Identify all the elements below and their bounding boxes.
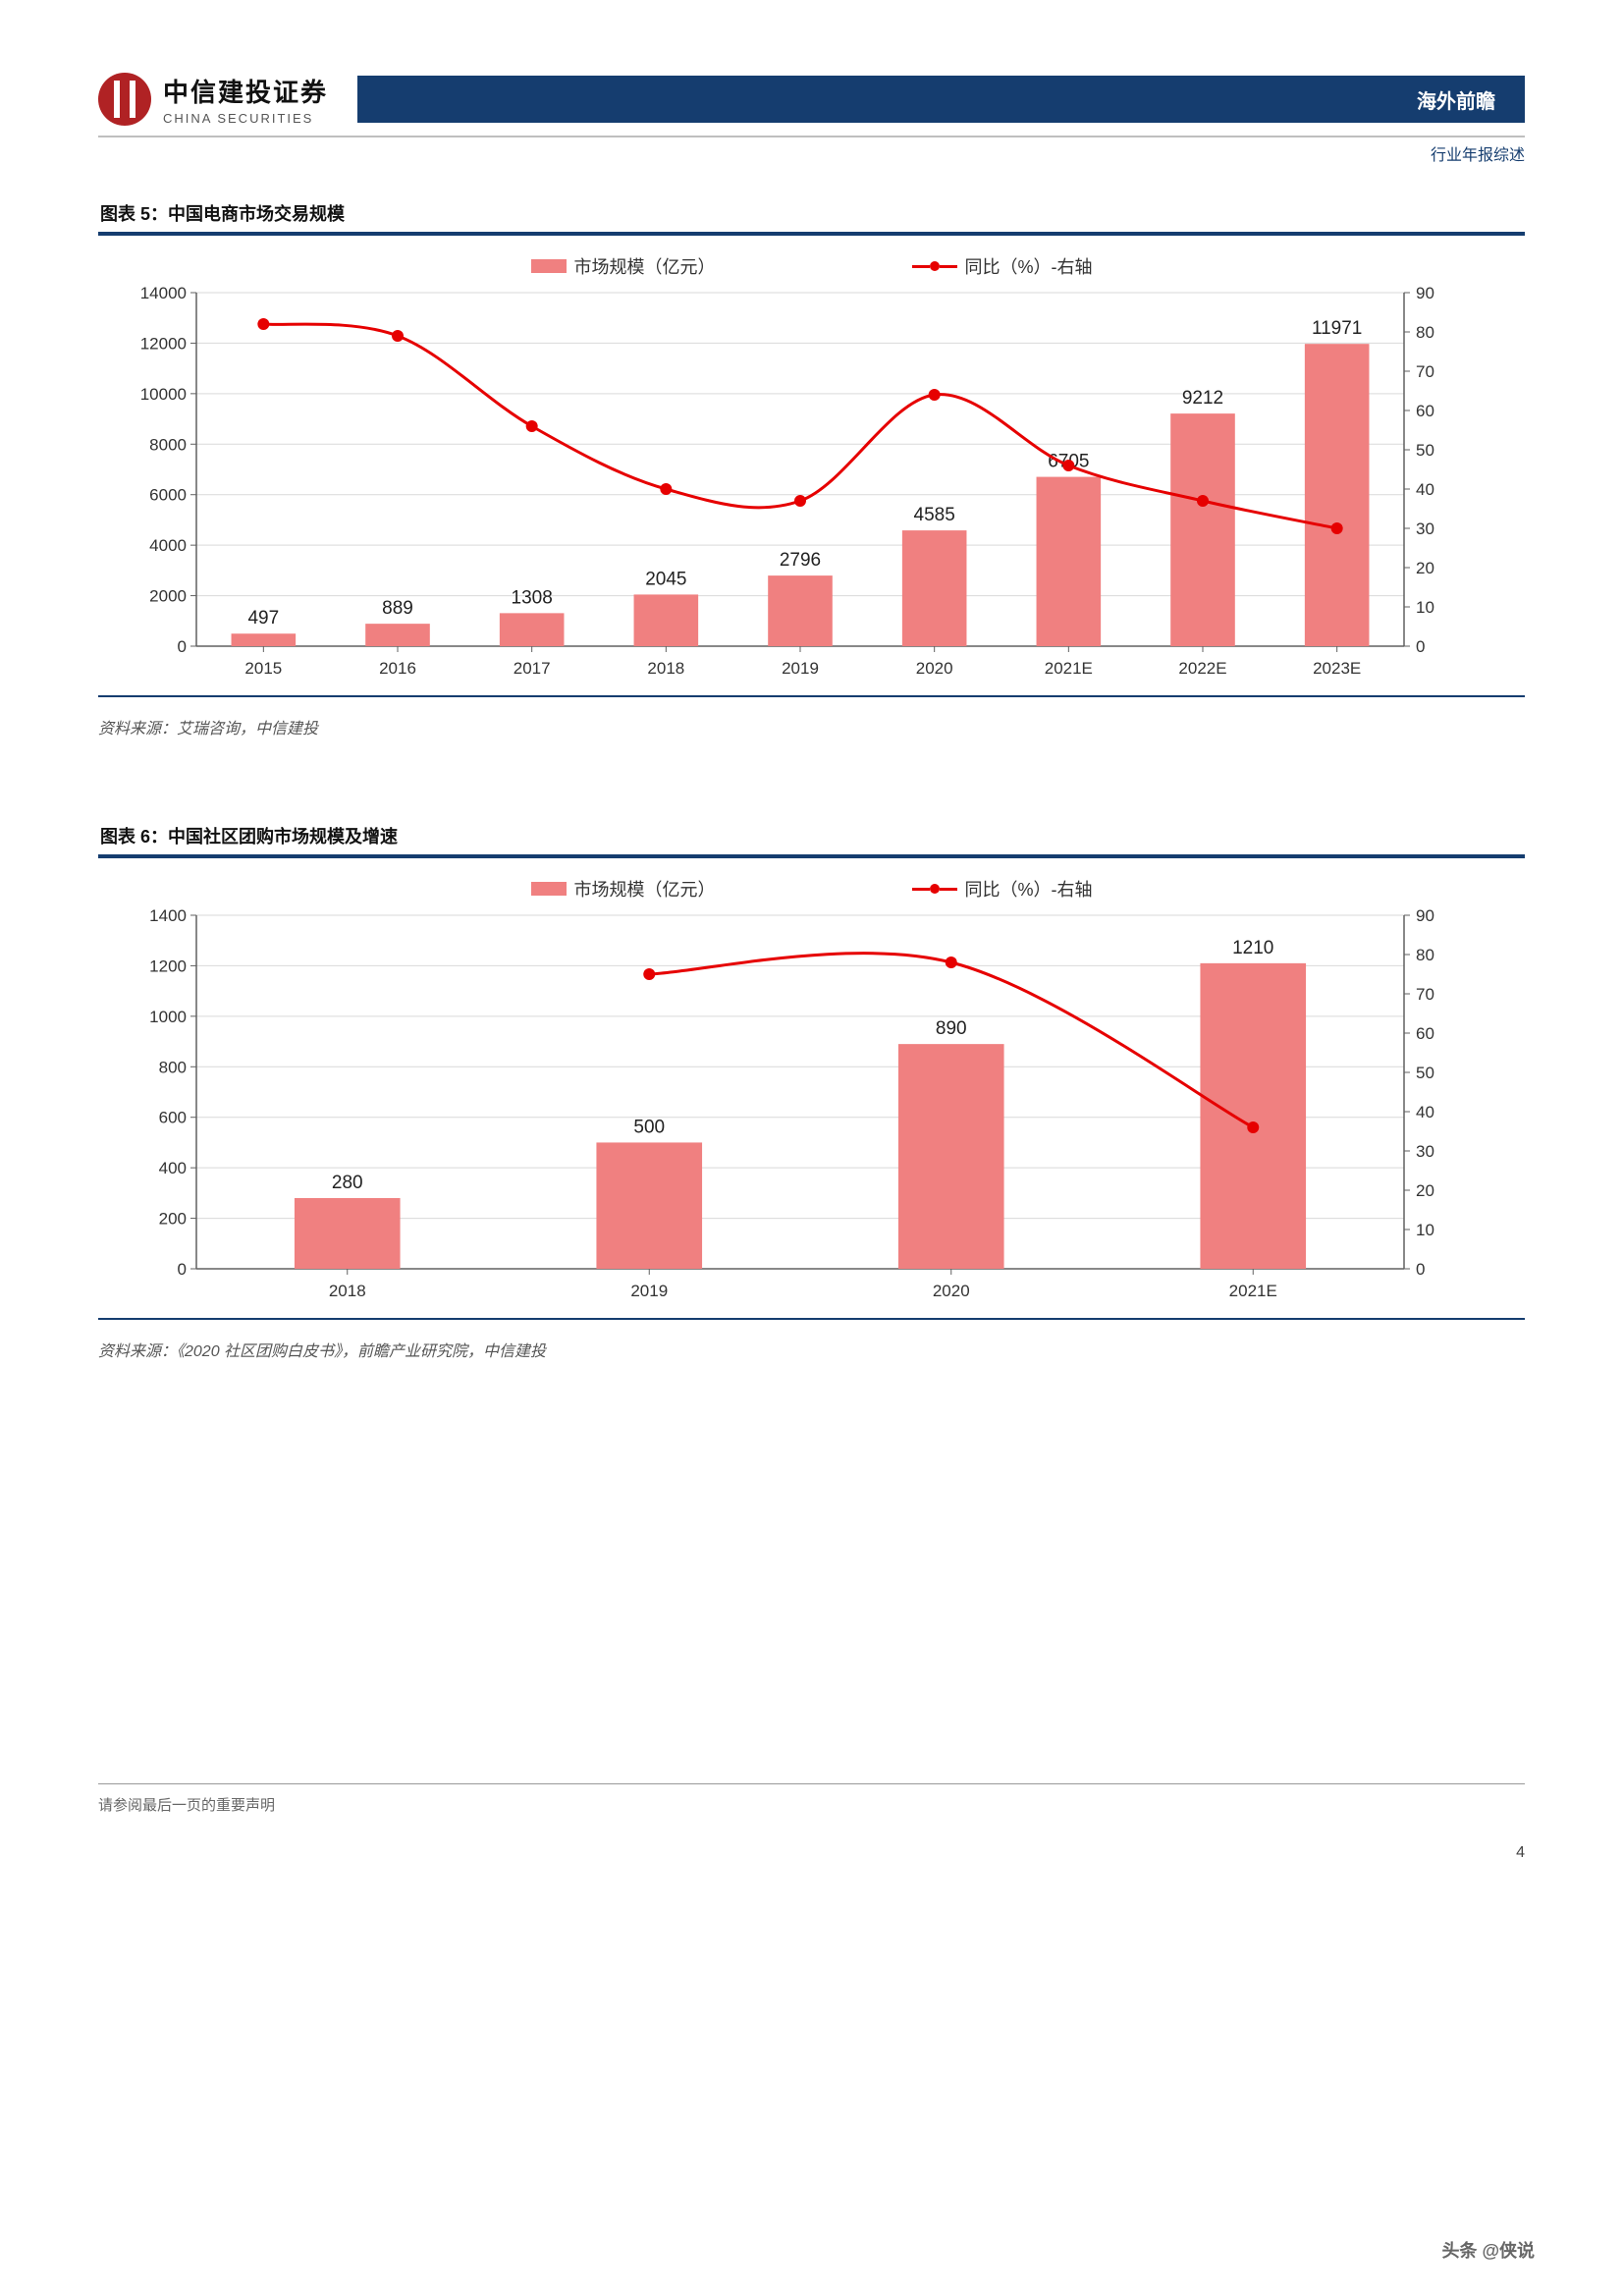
logo-text-cn: 中信建投证券 bbox=[163, 73, 328, 109]
svg-text:0: 0 bbox=[178, 637, 187, 656]
svg-text:2796: 2796 bbox=[780, 550, 821, 571]
report-section-label: 行业年报综述 bbox=[98, 141, 1525, 165]
svg-text:2000: 2000 bbox=[149, 587, 187, 606]
banner-title: 海外前瞻 bbox=[357, 76, 1525, 123]
svg-text:889: 889 bbox=[382, 598, 413, 619]
chart5-legend-line-label: 同比（%）-右轴 bbox=[965, 253, 1093, 279]
logo-text-en: CHINA SECURITIES bbox=[163, 111, 328, 126]
svg-text:497: 497 bbox=[247, 608, 279, 629]
svg-text:1308: 1308 bbox=[512, 587, 553, 608]
svg-text:20: 20 bbox=[1416, 559, 1434, 577]
svg-text:1000: 1000 bbox=[149, 1008, 187, 1026]
svg-text:70: 70 bbox=[1416, 362, 1434, 381]
chart6-legend-line: 同比（%）-右轴 bbox=[912, 876, 1093, 902]
svg-text:2018: 2018 bbox=[329, 1282, 366, 1300]
svg-text:500: 500 bbox=[633, 1117, 665, 1137]
svg-text:30: 30 bbox=[1416, 519, 1434, 538]
chart6-legend-line-label: 同比（%）-右轴 bbox=[965, 876, 1093, 902]
svg-text:40: 40 bbox=[1416, 1103, 1434, 1121]
svg-text:11971: 11971 bbox=[1312, 318, 1362, 339]
chart6-legend-bar-label: 市场规模（亿元） bbox=[574, 876, 716, 902]
svg-text:9212: 9212 bbox=[1182, 388, 1223, 409]
svg-text:6000: 6000 bbox=[149, 486, 187, 505]
chart6-source: 资料来源：《2020 社区团购白皮书》，前瞻产业研究院，中信建投 bbox=[98, 1338, 1525, 1361]
chart5-source: 资料来源：艾瑞咨询，中信建投 bbox=[98, 715, 1525, 738]
svg-text:1210: 1210 bbox=[1232, 938, 1273, 958]
svg-text:200: 200 bbox=[159, 1210, 187, 1229]
chart5-plot: 0 2000 4000 6000 8000 10000 12000 14000 0 10 20 30 4… bbox=[108, 283, 1483, 695]
svg-text:600: 600 bbox=[159, 1109, 187, 1127]
chart5-legend-bar-label: 市场规模（亿元） bbox=[574, 253, 716, 279]
svg-text:70: 70 bbox=[1416, 985, 1434, 1004]
svg-text:800: 800 bbox=[159, 1058, 187, 1076]
svg-text:2023E: 2023E bbox=[1313, 659, 1361, 678]
logo-icon bbox=[98, 73, 151, 126]
svg-text:4000: 4000 bbox=[149, 536, 187, 555]
svg-text:2017: 2017 bbox=[514, 659, 551, 678]
bar-swatch-icon bbox=[531, 882, 567, 896]
svg-text:4585: 4585 bbox=[914, 505, 955, 525]
svg-text:2016: 2016 bbox=[379, 659, 416, 678]
bar-swatch-icon bbox=[531, 259, 567, 273]
svg-text:1400: 1400 bbox=[149, 906, 187, 925]
chart5-legend: 市场规模（亿元） 同比（%）-右轴 bbox=[108, 246, 1515, 283]
chart6-legend-bar: 市场规模（亿元） bbox=[531, 876, 716, 902]
svg-text:80: 80 bbox=[1416, 946, 1434, 964]
svg-text:2020: 2020 bbox=[916, 659, 953, 678]
svg-text:90: 90 bbox=[1416, 284, 1434, 302]
svg-text:10000: 10000 bbox=[140, 385, 187, 404]
svg-text:2019: 2019 bbox=[630, 1282, 668, 1300]
chart6-plot: 0 200 400 600 800 1000 1200 1400 0 10 20 30 40 50 60 70… bbox=[108, 905, 1483, 1318]
svg-text:0: 0 bbox=[1416, 1260, 1425, 1279]
svg-text:400: 400 bbox=[159, 1159, 187, 1177]
svg-text:20: 20 bbox=[1416, 1181, 1434, 1200]
chart6-legend: 市场规模（亿元） 同比（%）-右轴 bbox=[108, 868, 1515, 905]
page-number: 4 bbox=[98, 1844, 1525, 1862]
svg-text:2018: 2018 bbox=[647, 659, 684, 678]
svg-text:50: 50 bbox=[1416, 1064, 1434, 1082]
svg-text:0: 0 bbox=[1416, 637, 1425, 656]
chart5-container: 市场规模（亿元） 同比（%）-右轴 0 2000 4000 6000 8000 10000… bbox=[98, 234, 1525, 697]
svg-text:8000: 8000 bbox=[149, 435, 187, 454]
svg-text:0: 0 bbox=[178, 1260, 187, 1279]
chart5-legend-line: 同比（%）-右轴 bbox=[912, 253, 1093, 279]
svg-text:80: 80 bbox=[1416, 323, 1434, 342]
svg-text:12000: 12000 bbox=[140, 334, 187, 353]
footer-disclaimer: 请参阅最后一页的重要声明 bbox=[98, 1784, 1525, 1825]
chart5-legend-bar: 市场规模（亿元） bbox=[531, 253, 716, 279]
company-logo: 中信建投证券 CHINA SECURITIES bbox=[98, 73, 328, 126]
chart6-title: 图表 6：中国社区团购市场规模及增速 bbox=[98, 817, 1525, 856]
svg-text:2022E: 2022E bbox=[1178, 659, 1226, 678]
line-swatch-icon bbox=[912, 884, 957, 894]
svg-text:10: 10 bbox=[1416, 1221, 1434, 1239]
svg-text:2045: 2045 bbox=[645, 569, 686, 589]
svg-text:2021E: 2021E bbox=[1045, 659, 1093, 678]
chart5-title: 图表 5：中国电商市场交易规模 bbox=[98, 194, 1525, 234]
svg-text:2019: 2019 bbox=[782, 659, 819, 678]
line-swatch-icon bbox=[912, 261, 957, 271]
header-divider bbox=[98, 136, 1525, 137]
svg-text:890: 890 bbox=[936, 1018, 967, 1039]
svg-text:1200: 1200 bbox=[149, 957, 187, 975]
svg-text:2020: 2020 bbox=[933, 1282, 970, 1300]
svg-text:10: 10 bbox=[1416, 598, 1434, 617]
svg-text:40: 40 bbox=[1416, 480, 1434, 499]
svg-text:280: 280 bbox=[332, 1173, 363, 1193]
svg-text:90: 90 bbox=[1416, 906, 1434, 925]
svg-text:50: 50 bbox=[1416, 441, 1434, 460]
page-header: 中信建投证券 CHINA SECURITIES 海外前瞻 bbox=[98, 69, 1525, 130]
watermark: 头条 @侠说 bbox=[1441, 2237, 1535, 2263]
svg-text:30: 30 bbox=[1416, 1142, 1434, 1161]
svg-text:2021E: 2021E bbox=[1229, 1282, 1277, 1300]
svg-text:60: 60 bbox=[1416, 402, 1434, 420]
chart6-container: 市场规模（亿元） 同比（%）-右轴 0200400600800100012001… bbox=[98, 856, 1525, 1320]
svg-text:2015: 2015 bbox=[244, 659, 282, 678]
svg-text:60: 60 bbox=[1416, 1024, 1434, 1043]
svg-text:14000: 14000 bbox=[140, 284, 187, 302]
